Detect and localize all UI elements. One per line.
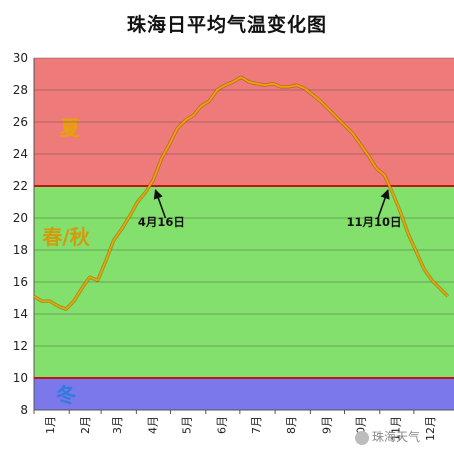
y-tick-label-0: 8 <box>20 403 28 417</box>
x-tick-label-11: 12月 <box>424 416 437 441</box>
watermark: 珠海天气 <box>355 428 420 445</box>
y-tick-label-7: 22 <box>13 179 28 193</box>
annotation-label-0: 4月16日 <box>138 215 185 229</box>
y-tick-label-8: 24 <box>13 147 28 161</box>
wechat-icon <box>355 430 369 445</box>
y-tick-label-6: 20 <box>13 211 28 225</box>
x-tick-label-4: 5月 <box>180 416 193 434</box>
chart-title: 珠海日平均气温变化图 <box>126 14 327 36</box>
y-tick-label-4: 16 <box>13 275 28 289</box>
season-band-1 <box>34 186 454 378</box>
watermark-text: 珠海天气 <box>372 430 421 444</box>
x-tick-label-3: 4月 <box>146 416 159 434</box>
season-label-2: 冬 <box>56 383 76 407</box>
x-axis-ticks: 1月 2月 3月 4月 5月 6月 7月 8月 9月 10月 11月 12月 <box>33 410 437 441</box>
x-tick-label-5: 6月 <box>216 416 229 434</box>
series-line-0 <box>33 76 449 311</box>
grid-lines <box>33 57 454 411</box>
x-tick-label-7: 8月 <box>285 416 298 434</box>
season-label-0: 夏 <box>60 116 81 140</box>
y-tick-label-11: 30 <box>13 51 28 65</box>
y-axis-ticks: 8 10 12 14 16 18 20 22 24 26 28 30 <box>13 51 28 417</box>
threshold-lines <box>34 185 454 379</box>
season-band-2 <box>34 378 454 410</box>
annotations: 4月16日 11月10日 <box>138 189 402 229</box>
x-tick-label-8: 9月 <box>320 416 333 434</box>
season-label-1: 春/秋 <box>41 225 90 249</box>
x-tick-label-0: 1月 <box>44 416 57 434</box>
annotation-arrow-1 <box>377 189 390 219</box>
x-tick-label-10: 11月 <box>390 416 403 441</box>
y-tick-label-5: 18 <box>13 243 28 257</box>
y-tick-label-10: 28 <box>13 83 28 97</box>
annotation-label-1: 11月10日 <box>346 215 401 229</box>
x-tick-label-2: 3月 <box>111 416 124 434</box>
annotation-arrow-0 <box>153 189 167 219</box>
x-tick-label-6: 7月 <box>250 416 263 434</box>
series-layer <box>33 75 450 311</box>
y-tick-label-2: 12 <box>13 339 28 353</box>
y-tick-label-3: 14 <box>13 307 28 321</box>
x-tick-label-1: 2月 <box>79 416 92 434</box>
season-bands: 夏春/秋冬 <box>34 58 454 410</box>
y-tick-label-9: 26 <box>13 115 28 129</box>
y-tick-label-1: 10 <box>13 371 28 385</box>
